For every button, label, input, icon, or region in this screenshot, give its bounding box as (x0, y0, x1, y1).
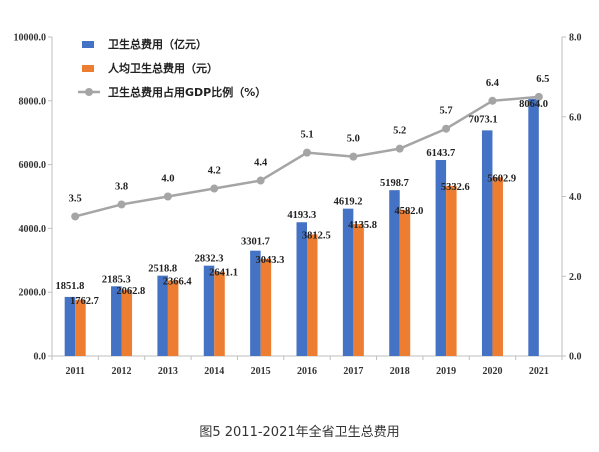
label-per-capita-expenditure: 5602.9 (487, 173, 516, 184)
bar-total-health-expenditure (111, 286, 122, 356)
legend-label-total: 卫生总费用（亿元） (108, 37, 207, 51)
bar-per-capita-expenditure (121, 290, 133, 356)
x-axis-tick-label: 2017 (343, 366, 363, 377)
bar-per-capita-expenditure (446, 185, 457, 356)
bar-per-capita-expenditure (307, 234, 318, 356)
left-axis-tick-label: 6000.0 (19, 160, 47, 171)
bar-total-health-expenditure (435, 160, 447, 356)
bar-per-capita-expenditure (399, 209, 411, 356)
x-axis-tick-label: 2018 (390, 366, 410, 377)
bar-per-capita-expenditure (75, 299, 86, 356)
label-gdp-ratio: 3.8 (115, 181, 128, 192)
label-per-capita-expenditure: 4135.8 (348, 220, 377, 231)
label-gdp-ratio: 5.1 (300, 130, 313, 141)
bar-total-health-expenditure (481, 130, 493, 356)
bar-total-health-expenditure (157, 275, 168, 356)
point-gdp-ratio (256, 176, 265, 185)
label-per-capita-expenditure: 5332.6 (441, 182, 470, 193)
legend-swatch-per-capita (82, 65, 94, 72)
right-axis-tick-label: 0.0 (569, 352, 582, 363)
label-per-capita-expenditure: 3812.5 (302, 230, 331, 241)
label-gdp-ratio: 4.4 (254, 158, 268, 169)
bar-per-capita-expenditure (260, 258, 272, 356)
point-gdp-ratio (395, 144, 404, 153)
label-total-health-expenditure: 1851.8 (55, 281, 84, 292)
right-axis-tick-label: 6.0 (569, 112, 582, 123)
left-axis-tick-label: 8000.0 (19, 96, 47, 107)
label-total-health-expenditure: 4193.3 (287, 210, 316, 221)
label-total-health-expenditure: 2832.3 (195, 254, 224, 265)
bar-total-health-expenditure (528, 98, 539, 357)
label-per-capita-expenditure: 2641.1 (209, 268, 238, 279)
x-axis-tick-label: 2014 (204, 366, 224, 377)
point-gdp-ratio (71, 212, 80, 221)
label-gdp-ratio: 4.2 (208, 166, 221, 177)
point-gdp-ratio (442, 124, 451, 133)
data-labels: 3.5 3.8 4.0 4.2 4.4 5.1 5.0 5.2 5.7 6.4 6.5 1851.8 2… (55, 74, 549, 307)
label-gdp-ratio: 5.7 (440, 106, 453, 117)
right-axis-tick-label: 4.0 (569, 192, 582, 203)
bar-total-health-expenditure (389, 190, 400, 356)
bar-total-health-expenditure (64, 296, 76, 356)
x-axis-tick-label: 2021 (529, 366, 549, 377)
figure-caption: 图5 2011-2021年全省卫生总费用 (199, 425, 400, 440)
point-gdp-ratio (163, 192, 172, 201)
bar-per-capita-expenditure (214, 271, 225, 356)
x-axis-tick-label: 2019 (436, 366, 456, 377)
point-gdp-ratio (534, 92, 543, 101)
bar-per-capita-expenditure (353, 224, 364, 356)
left-axis-tick-label: 2000.0 (19, 288, 47, 299)
left-axis-tick-label: 10000.0 (14, 33, 47, 44)
bar-total-health-expenditure (296, 222, 307, 356)
x-axis-tick-label: 2015 (251, 366, 271, 377)
x-axis-tick-label: 2013 (158, 366, 178, 377)
label-total-health-expenditure: 8064.0 (519, 99, 548, 110)
bar-total-health-expenditure (250, 250, 261, 356)
right-axis-tick-label: 2.0 (569, 272, 582, 283)
label-total-health-expenditure: 4619.2 (334, 197, 363, 208)
x-axis-tick-label: 2016 (297, 366, 317, 377)
label-total-health-expenditure: 5198.7 (380, 178, 409, 189)
x-axis-tick-label: 2012 (112, 366, 132, 377)
bar-total-health-expenditure (342, 208, 354, 356)
label-per-capita-expenditure: 4582.0 (395, 206, 424, 217)
left-axis-tick-label: 0.0 (34, 352, 47, 363)
legend-label-gdp-ratio: 卫生总费用占用GDP比例（%） (108, 85, 266, 99)
point-gdp-ratio (349, 152, 358, 161)
axes: 0.0 2000.0 4000.0 6000.0 8000.0 10000.0 0.0 2.0… (14, 33, 582, 378)
bar-per-capita-expenditure (167, 280, 179, 356)
point-gdp-ratio (117, 200, 126, 209)
ratio-line (71, 92, 543, 221)
label-gdp-ratio: 5.0 (347, 134, 360, 145)
label-total-health-expenditure: 3301.7 (241, 237, 270, 248)
label-gdp-ratio: 6.5 (536, 74, 549, 85)
point-gdp-ratio (303, 148, 311, 157)
label-per-capita-expenditure: 3043.3 (255, 255, 284, 266)
label-gdp-ratio: 5.2 (393, 126, 406, 137)
x-axis-tick-label: 2011 (65, 366, 84, 377)
x-axis-tick-label: 2020 (482, 366, 502, 377)
point-gdp-ratio (210, 184, 219, 193)
bars (64, 98, 539, 357)
left-axis-tick-label: 4000.0 (19, 224, 47, 235)
right-axis-tick-label: 8.0 (569, 33, 582, 44)
label-per-capita-expenditure: 2062.8 (116, 286, 145, 297)
label-total-health-expenditure: 6143.7 (426, 148, 455, 159)
label-total-health-expenditure: 7073.1 (469, 114, 498, 125)
label-total-health-expenditure: 2185.3 (102, 274, 131, 285)
bar-total-health-expenditure (203, 265, 215, 356)
label-total-health-expenditure: 2518.8 (148, 264, 177, 275)
legend: 卫生总费用（亿元） 人均卫生总费用（元） 卫生总费用占用GDP比例（%） (78, 37, 266, 99)
label-gdp-ratio: 3.5 (69, 193, 82, 204)
label-gdp-ratio: 4.0 (161, 174, 174, 185)
label-gdp-ratio: 6.4 (486, 78, 500, 89)
bar-per-capita-expenditure (492, 177, 503, 356)
legend-label-per-capita: 人均卫生总费用（元） (108, 61, 218, 75)
point-gdp-ratio (488, 96, 497, 105)
label-per-capita-expenditure: 1762.7 (70, 296, 99, 307)
legend-swatch-total (82, 41, 94, 48)
legend-marker-gdp-ratio (85, 88, 93, 96)
label-per-capita-expenditure: 2366.4 (163, 277, 193, 288)
